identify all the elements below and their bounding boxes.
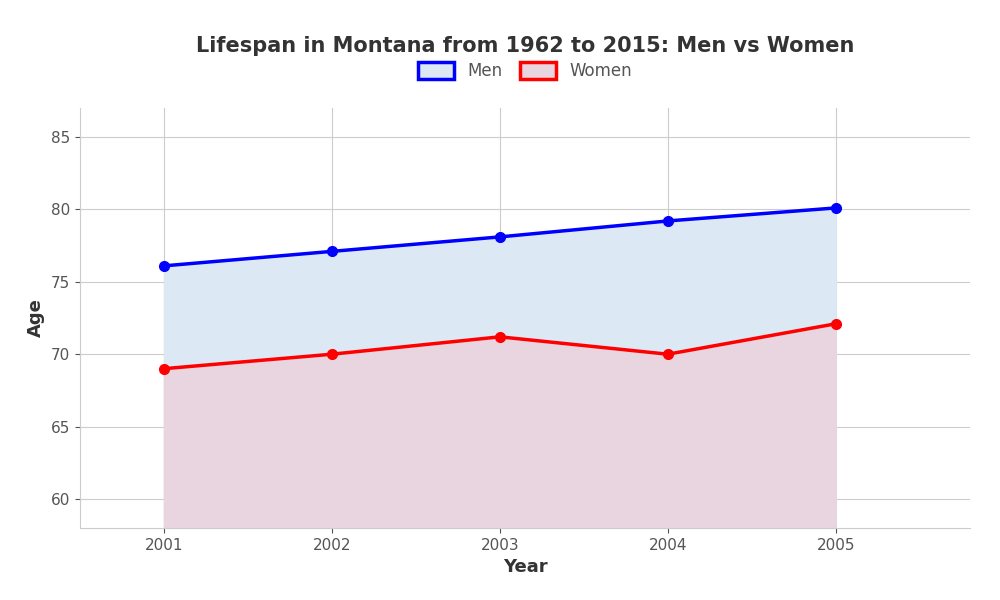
Legend: Men, Women: Men, Women	[418, 62, 632, 80]
Title: Lifespan in Montana from 1962 to 2015: Men vs Women: Lifespan in Montana from 1962 to 2015: M…	[196, 37, 854, 56]
X-axis label: Year: Year	[503, 558, 547, 576]
Y-axis label: Age: Age	[27, 299, 45, 337]
